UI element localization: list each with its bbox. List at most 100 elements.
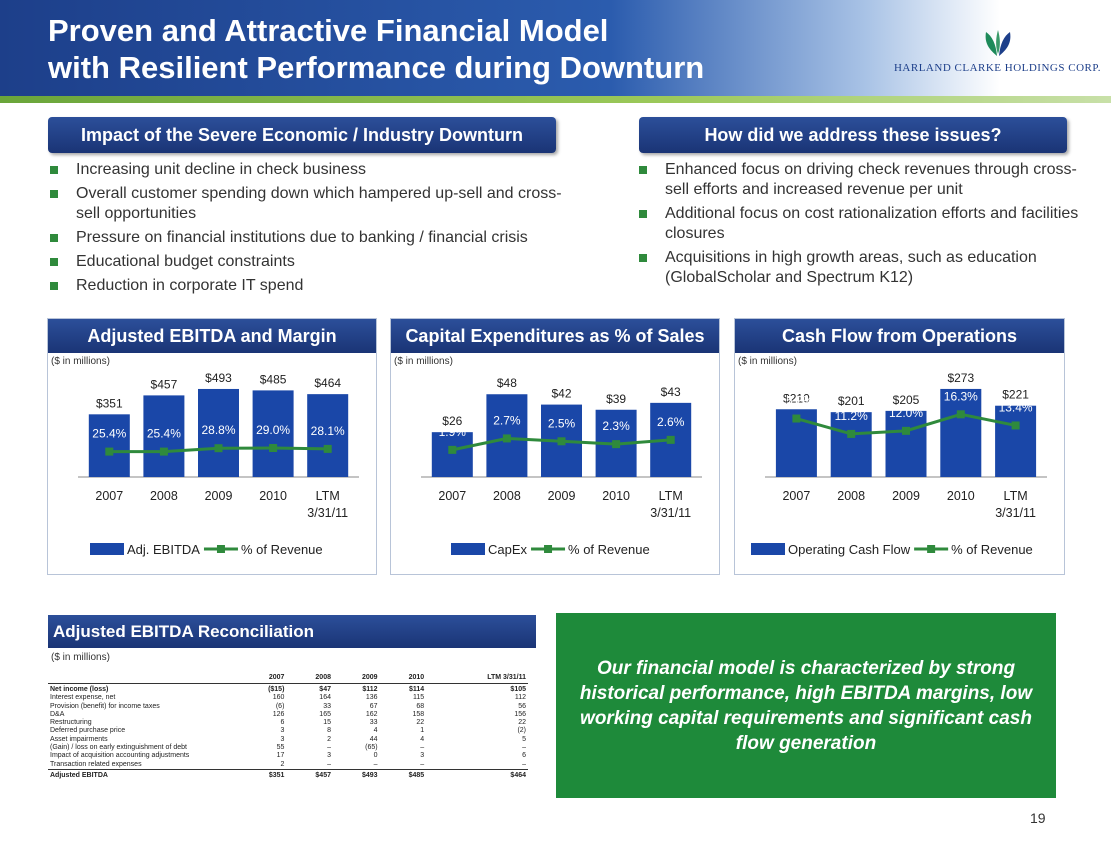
chart-title: Cash Flow from Operations (735, 319, 1064, 353)
line-marker (847, 429, 856, 438)
ebitda-chart: $351 2007 $457 2008 $493 2009 $485 2010 $464 LTM 3… (78, 371, 359, 557)
table-cell: 8 (327, 727, 331, 735)
table-cell: 55 (276, 744, 285, 752)
line-value-label: 12.0% (889, 406, 923, 420)
bar-value-label: $48 (497, 376, 517, 390)
table-cell: 158 (412, 710, 425, 718)
table-cell: – (522, 760, 526, 768)
column-header: 2010 (379, 673, 427, 684)
table-cell: 115 (412, 694, 425, 702)
line-marker (666, 435, 675, 444)
bar-value-label: $457 (151, 377, 178, 391)
category-label: 2008 (837, 489, 865, 503)
table-cell: Asset impairments (50, 735, 108, 743)
category-label: 2008 (150, 489, 178, 503)
line-marker (1011, 421, 1020, 430)
table-cell: 164 (319, 694, 331, 702)
line-marker (214, 444, 223, 453)
table-cell: 4 (420, 735, 425, 743)
line-value-label: 13.4% (999, 400, 1033, 414)
table-cell: Restructuring (50, 719, 92, 727)
line-value-label: 25.4% (92, 427, 126, 441)
list-item: Increasing unit decline in check busines… (50, 160, 575, 180)
bullet-square-icon (50, 282, 58, 290)
line-marker (269, 444, 278, 452)
table-row: Asset impairments 3 2 44 4 5 (48, 736, 528, 744)
table-cell: (Gain) / loss on early extinguishment of… (50, 744, 187, 752)
line-marker (323, 444, 332, 453)
line-value-label: 2.6% (657, 415, 685, 429)
reconciliation-table: 2007 2008 2009 2010 LTM 3/31/11 Net inco… (48, 673, 528, 781)
page-number: 19 (1030, 810, 1046, 826)
bar-value-label: $210 (783, 391, 810, 405)
table-cell: 4 (373, 727, 378, 735)
list-item: Pressure on financial institutions due t… (50, 228, 575, 248)
table-cell: 165 (319, 710, 331, 718)
category-sublabel: 3/31/11 (650, 506, 691, 520)
line-value-label: 28.1% (311, 424, 345, 438)
table-cell: D&A (50, 710, 65, 718)
legend-line-label: % of Revenue (568, 542, 650, 557)
category-label: 2010 (602, 489, 630, 503)
line-value-label: 2.5% (548, 416, 576, 430)
table-cell: – (327, 760, 331, 768)
table-cell: 3 (420, 752, 425, 760)
line-marker (956, 410, 965, 419)
table-row: Impact of acquisition accounting adjustm… (48, 752, 528, 760)
table-cell: 162 (365, 710, 378, 718)
line-value-label: 11.2% (835, 409, 868, 423)
bar-value-label: $221 (1002, 388, 1029, 402)
bullet-square-icon (50, 258, 58, 266)
ebitda-reconciliation: Adjusted EBITDA Reconciliation ($ in mil… (48, 615, 536, 805)
bullet-square-icon (50, 166, 58, 174)
table-cell: Net income (loss) (50, 686, 109, 693)
table-cell: 67 (369, 702, 378, 710)
legend-bar-label: Adj. EBITDA (127, 542, 200, 557)
bar-2009 (885, 410, 927, 477)
table-cell: $47 (319, 686, 331, 693)
table-cell: (6) (275, 702, 285, 710)
bar-2010 (940, 388, 982, 477)
bar-value-label: $26 (442, 414, 462, 428)
bar-value-label: $205 (893, 393, 920, 407)
column-header: 2007 (238, 673, 287, 684)
list-item: Reduction in corporate IT spend (50, 276, 575, 296)
capex-chart-panel: $26 2007 $48 2008 $42 2009 $39 2010 $43 LTM 3/31/1… (390, 318, 720, 575)
table-row: Deferred purchase price 3 8 4 1 (2) (48, 727, 528, 735)
line-value-label: 29.0% (256, 423, 290, 437)
column-header: 2009 (332, 673, 380, 684)
bullet-square-icon (639, 210, 647, 218)
category-label: 2010 (259, 489, 287, 503)
bar-2007 (88, 414, 130, 477)
legend-line-marker (927, 545, 936, 553)
line-marker (448, 445, 457, 454)
category-label: 2009 (892, 489, 920, 503)
line-marker (557, 437, 566, 446)
table-cell: $351 (238, 768, 287, 781)
column-header: LTM 3/31/11 (426, 673, 528, 684)
chart-units: ($ in millions) (51, 356, 110, 367)
bar-LTM (307, 394, 349, 477)
table-cell: 0 (373, 752, 378, 760)
table-cell: 160 (272, 694, 285, 702)
table-cell: Adjusted EBITDA (48, 768, 238, 781)
chart-title: Adjusted EBITDA and Margin (48, 319, 376, 353)
header-divider (0, 96, 1111, 103)
column-header: 2008 (286, 673, 333, 684)
category-label: 2007 (95, 489, 123, 503)
table-cell: 3 (280, 735, 285, 743)
cash-flow-chart-panel: $210 2007 $201 2008 $205 2009 $273 2010 $221 LTM 3… (734, 318, 1065, 575)
reconciliation-title: Adjusted EBITDA Reconciliation (48, 615, 536, 648)
bar-2007 (431, 432, 473, 477)
legend-line-marker (544, 545, 553, 553)
table-cell: – (327, 744, 331, 752)
table-cell: – (420, 760, 425, 768)
line-marker (105, 447, 114, 456)
category-label: 2007 (782, 489, 810, 503)
table-cell: 15 (323, 719, 331, 727)
table-row: Transaction related expenses 2 – – – – (48, 761, 528, 770)
legend-bar-label: CapEx (488, 542, 528, 557)
list-item: Overall customer spending down which ham… (50, 184, 575, 224)
table-cell: Interest expense, net (50, 694, 116, 702)
category-label: LTM (1004, 489, 1028, 503)
